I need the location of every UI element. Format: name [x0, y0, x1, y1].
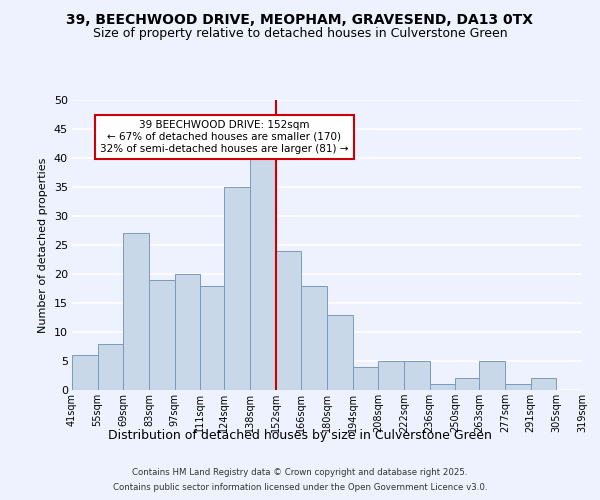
Text: Size of property relative to detached houses in Culverstone Green: Size of property relative to detached ho…	[92, 28, 508, 40]
Bar	[149, 280, 175, 390]
Bar	[224, 187, 250, 390]
Text: Distribution of detached houses by size in Culverstone Green: Distribution of detached houses by size …	[108, 428, 492, 442]
Bar	[175, 274, 200, 390]
Bar	[404, 361, 430, 390]
Text: Contains HM Land Registry data © Crown copyright and database right 2025.: Contains HM Land Registry data © Crown c…	[132, 468, 468, 477]
Bar	[505, 384, 530, 390]
Bar	[72, 355, 98, 390]
Bar	[455, 378, 479, 390]
Bar	[301, 286, 327, 390]
Text: 39 BEECHWOOD DRIVE: 152sqm
← 67% of detached houses are smaller (170)
32% of sem: 39 BEECHWOOD DRIVE: 152sqm ← 67% of deta…	[100, 120, 349, 154]
Bar	[479, 361, 505, 390]
Bar	[275, 251, 301, 390]
Text: 39, BEECHWOOD DRIVE, MEOPHAM, GRAVESEND, DA13 0TX: 39, BEECHWOOD DRIVE, MEOPHAM, GRAVESEND,…	[67, 12, 533, 26]
Bar	[353, 367, 379, 390]
Bar	[530, 378, 556, 390]
Y-axis label: Number of detached properties: Number of detached properties	[38, 158, 48, 332]
Bar	[327, 314, 353, 390]
Bar	[379, 361, 404, 390]
Bar	[124, 234, 149, 390]
Text: Contains public sector information licensed under the Open Government Licence v3: Contains public sector information licen…	[113, 483, 487, 492]
Bar	[200, 286, 224, 390]
Bar	[430, 384, 455, 390]
Bar	[98, 344, 124, 390]
Bar	[250, 152, 275, 390]
